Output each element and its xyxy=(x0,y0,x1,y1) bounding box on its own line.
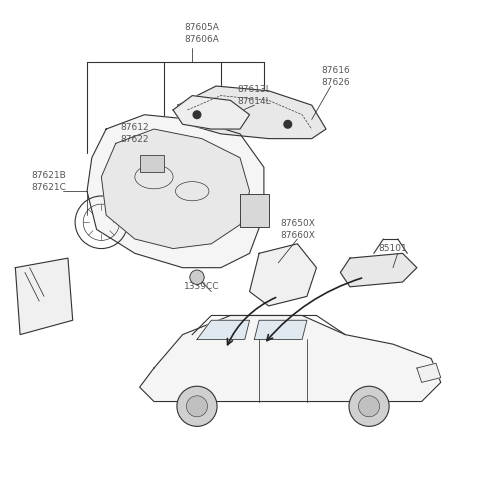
Circle shape xyxy=(349,386,389,426)
Polygon shape xyxy=(178,86,326,139)
Circle shape xyxy=(284,120,292,128)
Text: 87621B
87621C: 87621B 87621C xyxy=(31,171,66,192)
Text: 85101: 85101 xyxy=(379,244,408,253)
Polygon shape xyxy=(340,253,417,287)
Polygon shape xyxy=(417,363,441,382)
FancyBboxPatch shape xyxy=(140,155,164,172)
Circle shape xyxy=(186,396,207,417)
Polygon shape xyxy=(87,115,264,268)
Circle shape xyxy=(177,386,217,426)
Circle shape xyxy=(359,396,380,417)
Text: 87612
87622: 87612 87622 xyxy=(120,123,149,144)
Polygon shape xyxy=(173,96,250,129)
Polygon shape xyxy=(101,129,250,249)
Polygon shape xyxy=(250,244,316,306)
Circle shape xyxy=(190,270,204,284)
Circle shape xyxy=(193,111,201,119)
Polygon shape xyxy=(15,258,72,335)
Polygon shape xyxy=(140,315,441,402)
Polygon shape xyxy=(197,320,250,339)
Text: 87613L
87614L: 87613L 87614L xyxy=(238,85,271,106)
Text: 87605A
87606A: 87605A 87606A xyxy=(184,23,219,44)
Text: 87616
87626: 87616 87626 xyxy=(321,66,350,87)
Polygon shape xyxy=(254,320,307,339)
FancyBboxPatch shape xyxy=(240,194,269,227)
Text: 1339CC: 1339CC xyxy=(184,282,219,291)
Text: 87650X
87660X: 87650X 87660X xyxy=(280,219,315,240)
